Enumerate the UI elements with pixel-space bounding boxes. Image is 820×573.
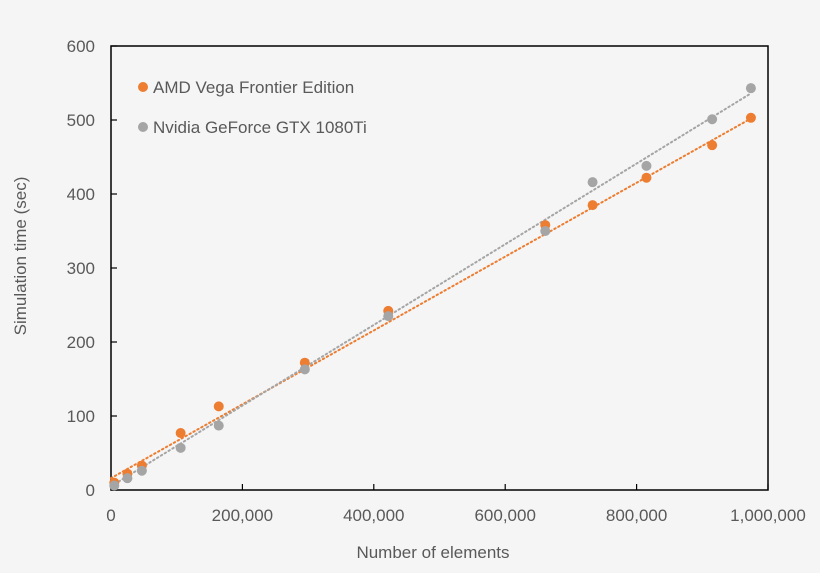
legend-marker-amd — [138, 82, 148, 92]
trendline-nvidia — [110, 92, 752, 488]
data-point-nvidia — [707, 114, 718, 125]
data-points — [109, 83, 756, 491]
data-point-nvidia — [109, 480, 120, 491]
data-point-amd — [175, 428, 186, 439]
data-point-nvidia — [136, 465, 147, 476]
y-tick-label: 0 — [86, 481, 95, 500]
data-point-nvidia — [122, 473, 133, 484]
y-tick-label: 400 — [67, 185, 95, 204]
data-point-nvidia — [641, 160, 652, 171]
data-point-nvidia — [587, 177, 598, 188]
data-point-nvidia — [540, 226, 551, 236]
y-tick-label: 100 — [67, 407, 95, 426]
data-point-nvidia — [383, 311, 394, 322]
x-tick-label: 800,000 — [606, 506, 667, 525]
trendline-amd — [110, 117, 752, 480]
y-tick-label: 300 — [67, 259, 95, 278]
x-axis-title: Number of elements — [356, 543, 509, 562]
x-tick-label: 600,000 — [474, 506, 535, 525]
trendlines — [110, 92, 752, 488]
y-axis-title: Simulation time (sec) — [11, 177, 30, 336]
data-point-nvidia — [745, 83, 756, 94]
data-point-amd — [641, 172, 652, 183]
legend-marker-nvidia — [138, 122, 148, 132]
data-point-nvidia — [175, 442, 186, 453]
x-tick-label: 1,000,000 — [730, 506, 806, 525]
data-point-amd — [587, 200, 598, 211]
axes: 0 100 200 300 400 500 600 0 200,000 400,000 600,00… — [67, 37, 806, 525]
y-tick-label: 500 — [67, 111, 95, 130]
legend: AMD Vega Frontier Edition Nvidia GeForce… — [138, 78, 367, 137]
legend-label-nvidia: Nvidia GeForce GTX 1080Ti — [153, 118, 367, 137]
data-point-amd — [745, 112, 756, 123]
data-point-nvidia — [299, 364, 310, 375]
y-tick-label: 200 — [67, 333, 95, 352]
legend-label-amd: AMD Vega Frontier Edition — [153, 78, 354, 97]
x-tick-label: 200,000 — [212, 506, 273, 525]
data-point-amd — [213, 401, 224, 412]
y-tick-label: 600 — [67, 37, 95, 56]
data-point-nvidia — [213, 420, 224, 431]
data-point-amd — [707, 140, 718, 151]
x-tick-label: 400,000 — [343, 506, 404, 525]
x-tick-label: 0 — [106, 506, 115, 525]
